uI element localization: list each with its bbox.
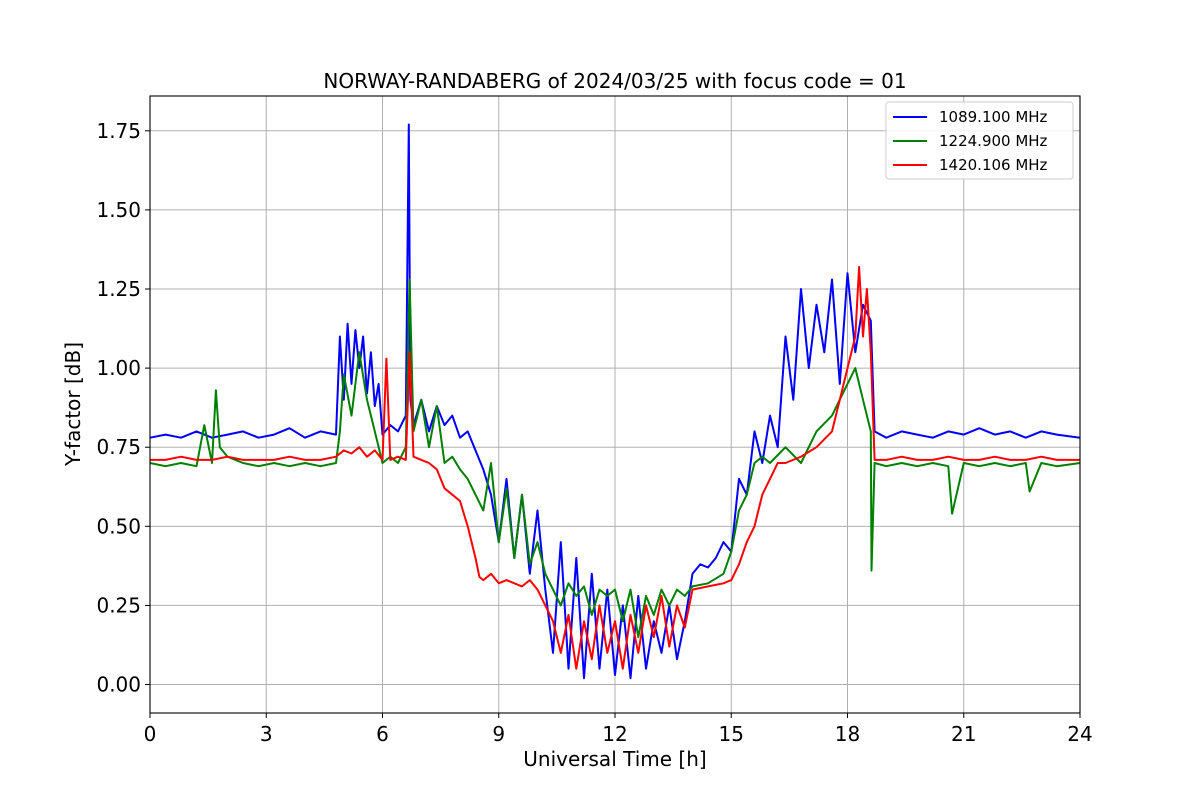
series-line-1 xyxy=(149,123,1081,680)
y-tick-label: 1.25 xyxy=(96,277,141,301)
y-axis-label: Y-factor [dB] xyxy=(61,342,85,467)
legend-entry: 1224.900 MHz xyxy=(939,132,1048,150)
x-tick-label: 21 xyxy=(951,722,976,746)
x-tick-label: 9 xyxy=(492,722,505,746)
chart-title: NORWAY-RANDABERG of 2024/03/25 with focu… xyxy=(323,69,906,93)
y-tick-label: 0.50 xyxy=(96,514,141,538)
legend-entry: 1420.106 MHz xyxy=(939,156,1048,174)
x-axis-label: Universal Time [h] xyxy=(523,747,706,771)
y-axis-ticks: 0.00 0.25 0.50 0.75 1.00 1.25 1.50 1.75 xyxy=(96,119,150,697)
y-tick-label: 1.00 xyxy=(96,356,141,380)
x-tick-label: 0 xyxy=(144,722,157,746)
series-layer xyxy=(149,123,1081,680)
y-tick-label: 0.25 xyxy=(96,593,141,617)
y-tick-label: 1.75 xyxy=(96,119,141,143)
x-tick-label: 15 xyxy=(719,722,744,746)
series-line-2 xyxy=(149,278,1081,639)
x-tick-label: 12 xyxy=(602,722,627,746)
y-tick-label: 1.50 xyxy=(96,198,141,222)
series-line-3 xyxy=(150,265,1080,670)
x-tick-label: 18 xyxy=(835,722,860,746)
x-tick-label: 3 xyxy=(260,722,273,746)
y-tick-label: 0.75 xyxy=(96,435,141,459)
x-axis-ticks: 0 3 6 9 12 15 18 21 24 xyxy=(144,713,1093,746)
grid xyxy=(149,96,1081,713)
x-tick-label: 24 xyxy=(1067,722,1092,746)
y-tick-label: 0.00 xyxy=(96,673,141,697)
legend-entry: 1089.100 MHz xyxy=(939,108,1048,126)
legend: 1089.100 MHz 1224.900 MHz 1420.106 MHz xyxy=(885,101,1074,180)
x-tick-label: 6 xyxy=(376,722,389,746)
legend-box xyxy=(885,101,1074,180)
